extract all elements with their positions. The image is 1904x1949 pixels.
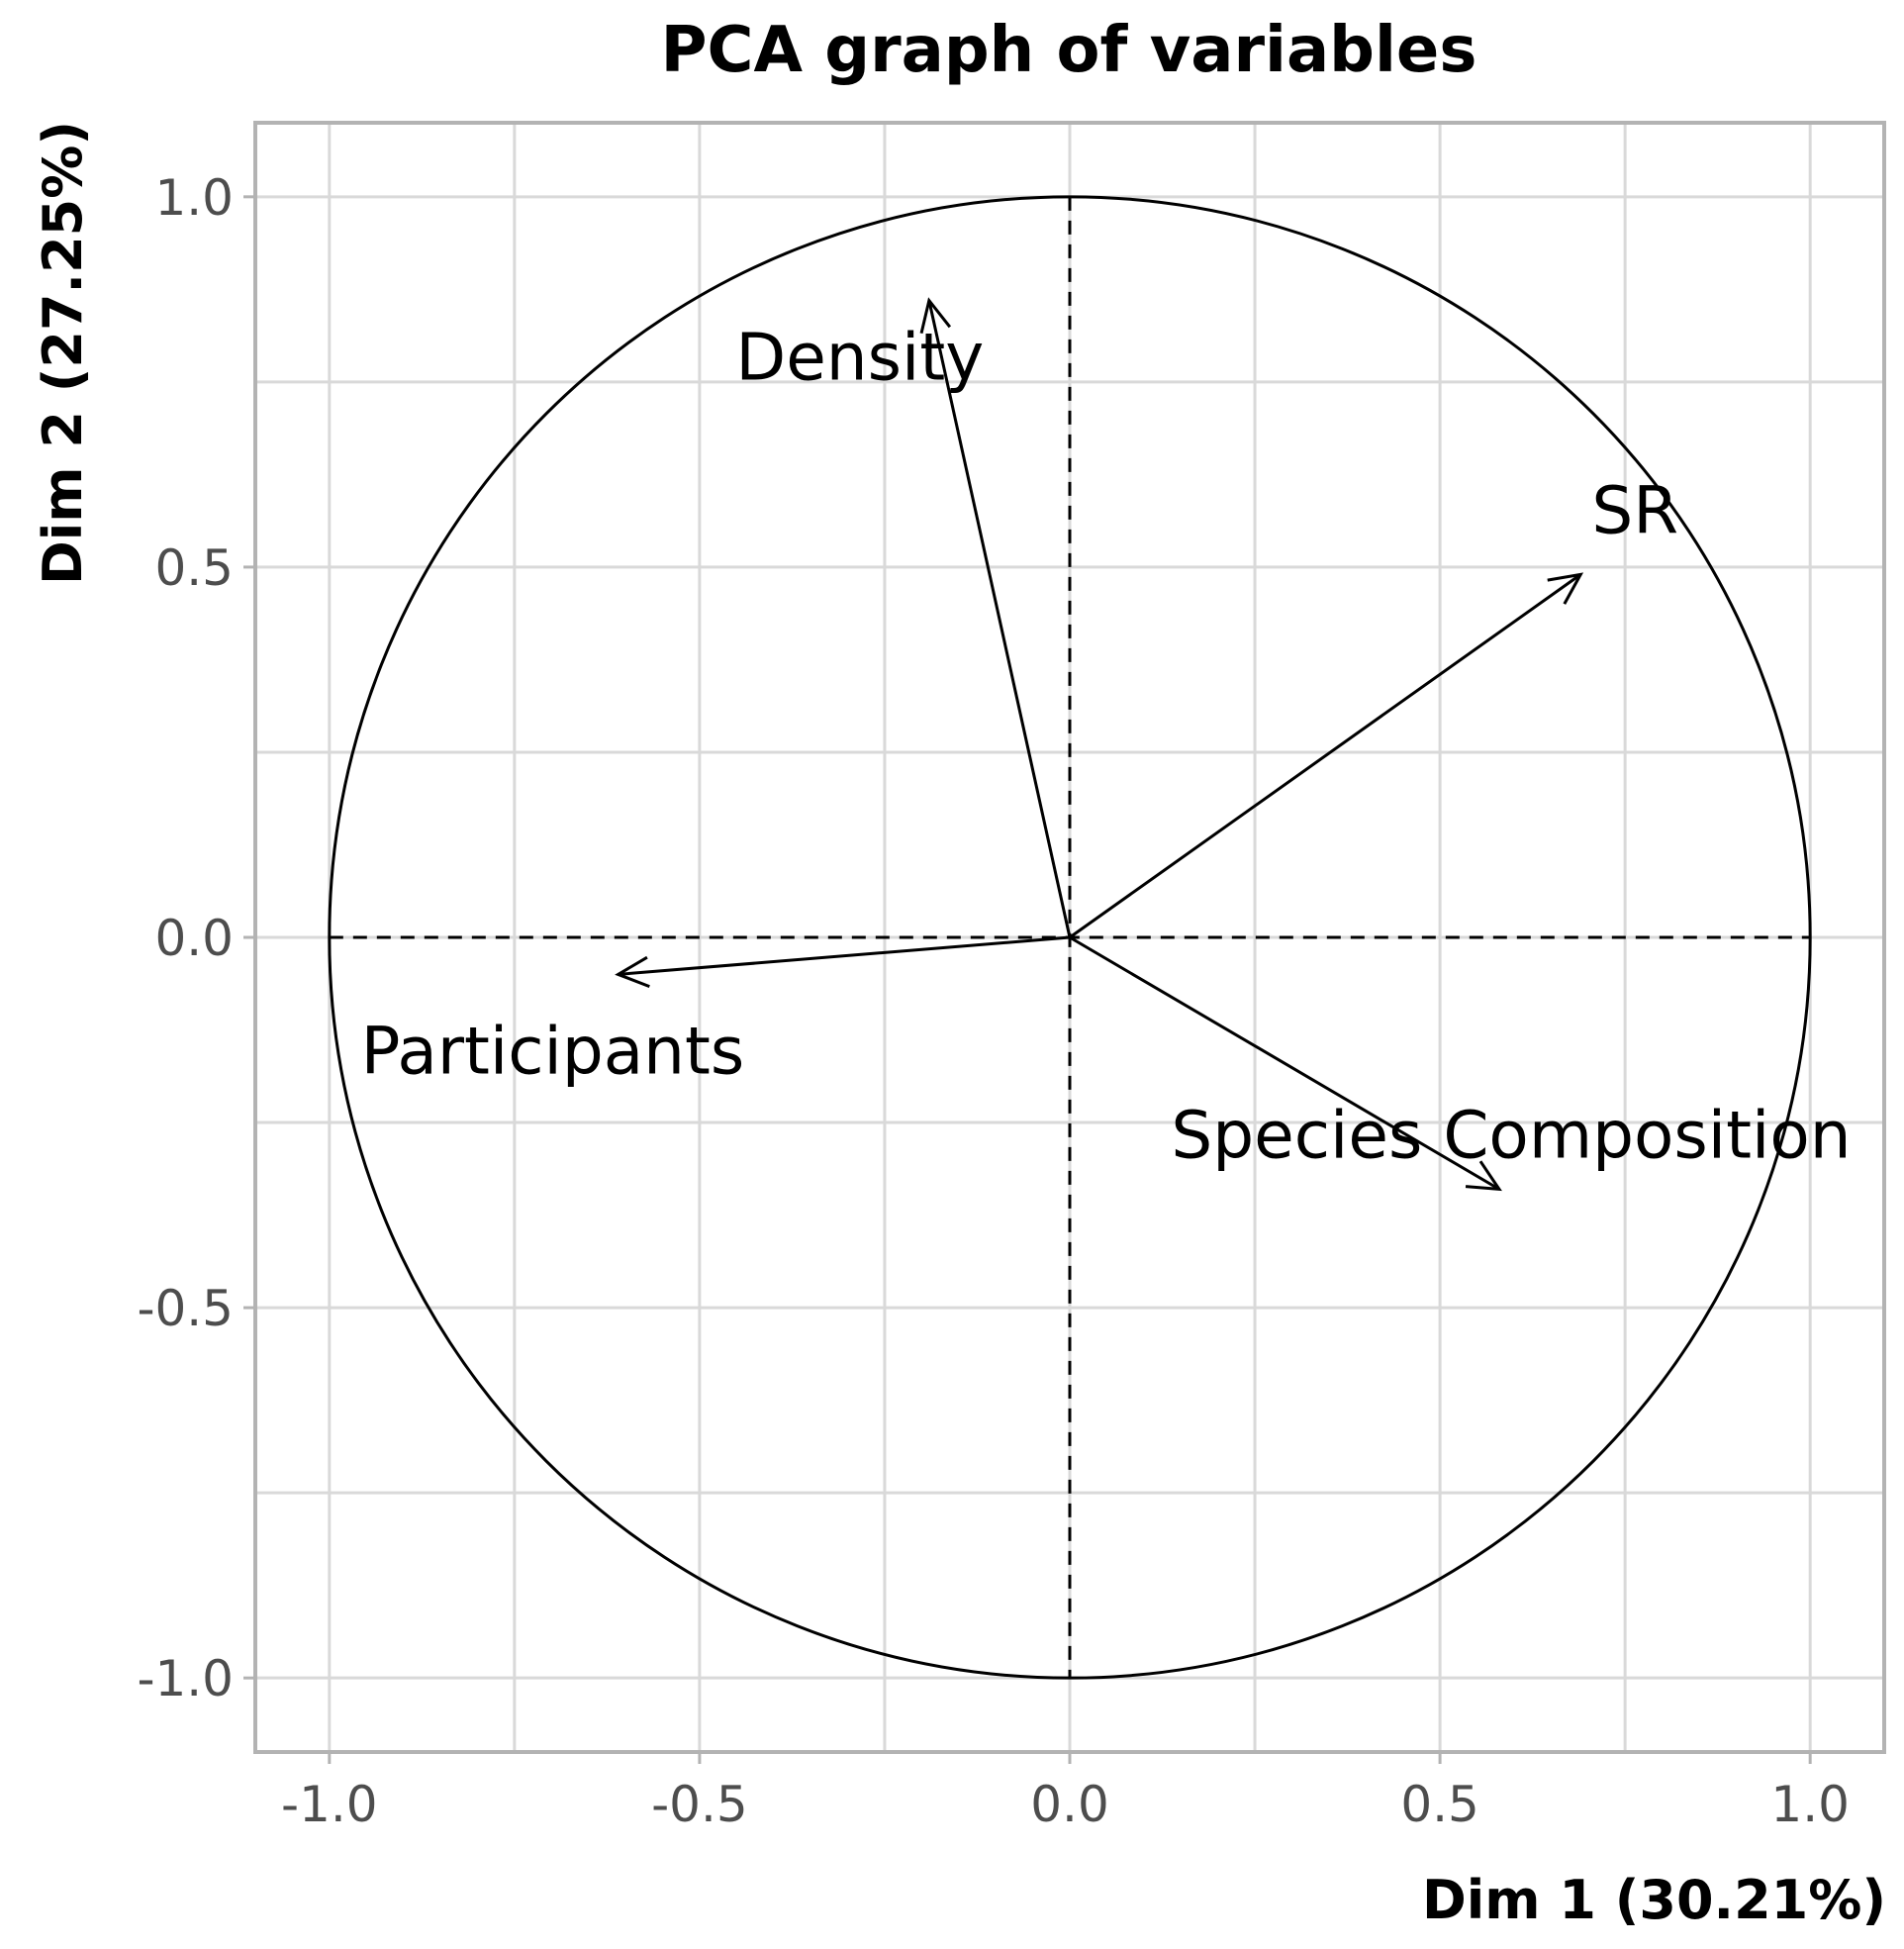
axis-ticks: -1.0 -0.5 0.0 0.5 1.0 -1.0 -0.5 0.0 0.5 1.0 — [137, 169, 1850, 1833]
label-density: Density — [735, 320, 984, 396]
arrow-density — [927, 300, 1072, 938]
y-tick-label: -0.5 — [137, 1280, 234, 1337]
x-tick-label: -0.5 — [651, 1776, 748, 1833]
y-tick-label: -1.0 — [137, 1650, 234, 1707]
label-participants: Participants — [361, 1013, 745, 1089]
arrowhead-species-composition — [1465, 1160, 1502, 1192]
y-tick-label: 1.0 — [154, 169, 234, 227]
y-tick-label: 0.0 — [154, 910, 234, 967]
x-tick-label: 0.0 — [1030, 1776, 1109, 1833]
arrow-participants — [618, 935, 1071, 976]
label-species-composition: Species Composition — [1171, 1097, 1851, 1173]
x-axis-title: Dim 1 (30.21%) — [1422, 1869, 1886, 1931]
y-axis-title: Dim 2 (27.25%) — [32, 121, 94, 585]
arrowhead-sr — [1547, 572, 1584, 605]
y-tick-label: 0.5 — [154, 539, 234, 597]
x-tick-label: 0.5 — [1400, 1776, 1479, 1833]
label-sr: SR — [1591, 472, 1678, 548]
variable-arrows: Density SR Participants Species Composition — [361, 297, 1852, 1192]
arrowhead-density — [919, 297, 952, 335]
chart-title: PCA graph of variables — [661, 14, 1477, 87]
arrow-species-composition — [1069, 935, 1500, 1191]
arrow-sr — [1069, 573, 1582, 939]
unit-circle — [328, 195, 1812, 1680]
x-tick-label: 1.0 — [1770, 1776, 1850, 1833]
x-tick-label: -1.0 — [281, 1776, 378, 1833]
arrowhead-participants — [615, 955, 650, 989]
